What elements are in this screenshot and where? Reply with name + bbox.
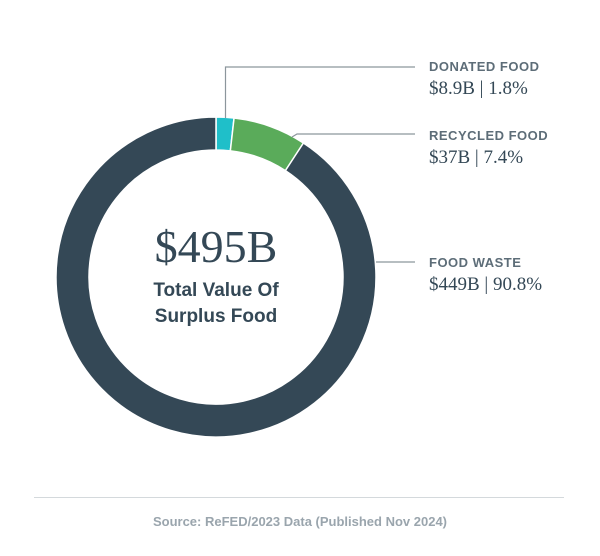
recycled-food-value: $37B | 7.4% (429, 147, 524, 168)
donut-slice-food-waste (55, 116, 377, 438)
leader-line-donated-food (224, 66, 415, 118)
label-food-waste: FOOD WASTE $449B | 90.8% (429, 255, 589, 297)
leader-line-recycled-food (291, 133, 415, 138)
total-caption-line-2: Surplus Food (154, 306, 278, 327)
total-caption: Total Value Of Surplus Food (106, 278, 326, 330)
total-caption-line-1: Total Value Of (153, 280, 279, 301)
source-note: Source: ReFED/2023 Data (Published Nov 2… (152, 514, 448, 529)
divider (34, 497, 564, 498)
donated-food-name: DONATED FOOD (429, 59, 540, 74)
donated-food-value: $8.9B | 1.8% (429, 78, 528, 99)
total-value: $495B (154, 221, 278, 272)
food-waste-name: FOOD WASTE (429, 255, 522, 270)
label-donated-food: DONATED FOOD $8.9B | 1.8% (429, 59, 589, 101)
label-recycled-food: RECYCLED FOOD $37B | 7.4% (429, 128, 589, 170)
recycled-food-name: RECYCLED FOOD (429, 128, 549, 143)
food-waste-value: $449B | 90.8% (429, 274, 543, 295)
